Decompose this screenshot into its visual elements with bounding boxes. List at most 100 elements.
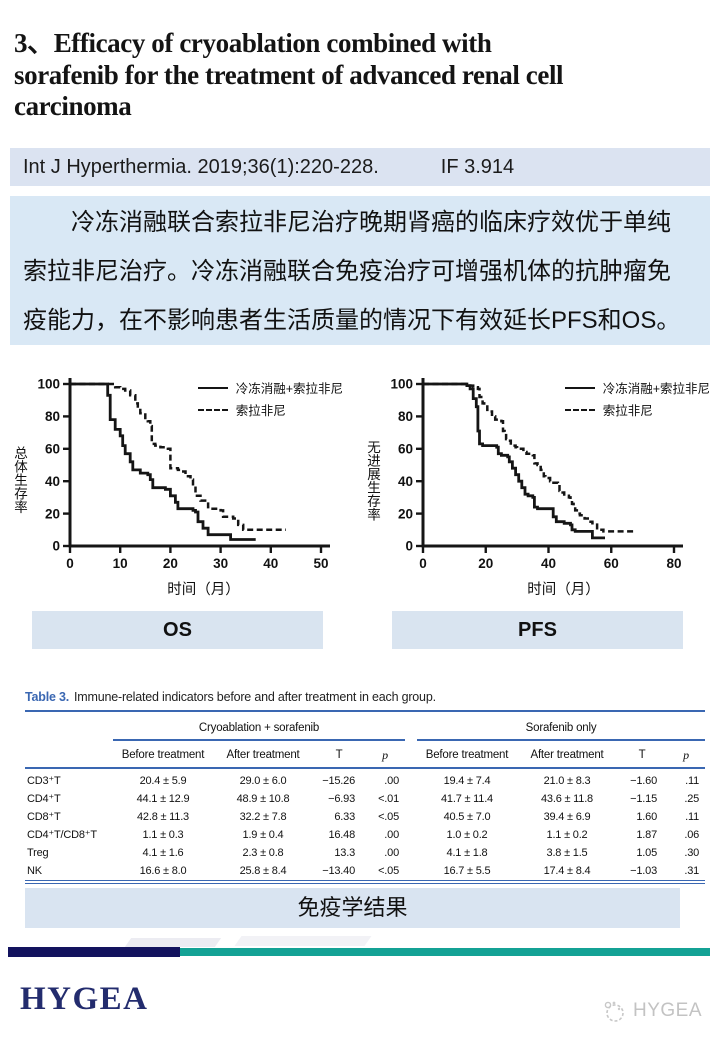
table-cell: −15.26 xyxy=(322,775,355,787)
os-caption-bar: OS xyxy=(32,611,323,649)
table-group-header-row: Cryoablation + sorafenib Sorafenib only xyxy=(25,712,706,741)
col-header: p xyxy=(365,740,405,769)
table-row: CD3⁺T 20.4 ± 5.9 29.0 ± 6.0 −15.26 .00 19.4 ±… xyxy=(25,768,705,790)
os-chart: 总体生存率 0 20 40 60 80 100 0 10 20 30 40 50 冷冻消融+索拉非尼索… xyxy=(10,372,345,599)
table-cell: 40.5 ± 7.0 xyxy=(443,811,491,823)
table-row: NK 16.6 ± 8.0 25.8 ± 8.4 −13.40 <.05 16.7 ± 5… xyxy=(25,862,705,882)
group-header-sorafenib: Sorafenib only xyxy=(417,712,706,741)
col-header: Before treatment xyxy=(417,740,517,769)
table-cell: 32.2 ± 7.8 xyxy=(239,811,287,823)
tick-label: 60 xyxy=(398,442,413,457)
solid-line-sample xyxy=(197,386,228,389)
table-cell: .31 xyxy=(684,865,700,877)
table-cell: 16.6 ± 8.0 xyxy=(139,865,187,877)
immunology-caption-bar: 免疫学结果 xyxy=(25,888,680,928)
table-cell: 48.9 ± 10.8 xyxy=(236,793,290,805)
legend-label: 索拉非尼 xyxy=(602,404,653,418)
citation-text: Int J Hyperthermia. 2019;36(1):220-228. xyxy=(23,155,379,178)
table-cell: .00 xyxy=(384,775,399,787)
pfs-y-axis-label: 无进展生存率 xyxy=(365,439,380,521)
table-cell: −1.03 xyxy=(630,865,657,877)
divider-teal-segment xyxy=(180,948,710,956)
table-title: Table 3. Immune-related indicators before… xyxy=(25,690,705,712)
legend-label: 索拉非尼 xyxy=(235,404,286,418)
tick-label: 40 xyxy=(263,556,278,571)
table-cell: 4.1 ± 1.8 xyxy=(446,847,488,859)
tick-label: 40 xyxy=(45,474,60,489)
table-cell xyxy=(405,862,417,882)
table-cell: −6.93 xyxy=(328,793,355,805)
solid-line-sample xyxy=(564,386,595,389)
tick-label: 0 xyxy=(405,539,413,554)
footer-ghost-shape xyxy=(124,938,222,947)
table-cell: −1.60 xyxy=(630,775,657,787)
summary-box: 冷冻消融联合索拉非尼治疗晚期肾癌的临床疗效优于单纯 索拉非尼治疗。冷冻消融联合免… xyxy=(10,196,710,345)
table-cell xyxy=(405,768,417,790)
table-cell: .11 xyxy=(685,775,700,787)
os-chart-panel: 总体生存率 0 20 40 60 80 100 0 10 20 30 40 50 冷冻消融+索拉非尼索… xyxy=(10,372,345,649)
table-row: CD4⁺T/CD8⁺T 1.1 ± 0.3 1.9 ± 0.4 16.48 .00 1.0… xyxy=(25,826,705,844)
legend-item: 索拉非尼 xyxy=(564,400,710,419)
divider-navy-segment xyxy=(8,947,180,957)
table-cell: <.05 xyxy=(378,811,399,823)
km-curve-dashed xyxy=(423,382,634,533)
table-row: CD4⁺T 44.1 ± 12.9 48.9 ± 10.8 −6.93 <.01 41.7… xyxy=(25,790,705,808)
os-plot-area: 0 20 40 60 80 100 0 10 20 30 40 50 冷冻消融+索拉非尼 索拉非尼 时间… xyxy=(28,372,345,599)
km-curve-dashed xyxy=(70,382,286,532)
table-cell: CD4⁺T/CD8⁺T xyxy=(27,829,97,841)
table-cell: 42.8 ± 11.3 xyxy=(137,811,189,823)
table-cell: Treg xyxy=(27,847,49,859)
table-row: Treg 4.1 ± 1.6 2.3 ± 0.8 13.3 .00 4.1 ± 1.8 3.… xyxy=(25,844,705,862)
table-cell xyxy=(405,808,417,826)
pfs-km-plot: 0 20 40 60 80 100 0 20 40 60 80 xyxy=(390,377,683,571)
tick-label: 50 xyxy=(313,556,328,571)
table-cell: 19.4 ± 7.4 xyxy=(443,775,491,787)
col-header: After treatment xyxy=(213,740,313,769)
table-cell: <.05 xyxy=(378,865,399,877)
table-cell: .30 xyxy=(684,847,700,859)
watermark-logo-icon xyxy=(604,1001,624,1022)
charts-row: 总体生存率 0 20 40 60 80 100 0 10 20 30 40 50 冷冻消融+索拉非尼索… xyxy=(10,372,712,649)
tick-label: 10 xyxy=(113,556,128,571)
tick-label: 20 xyxy=(398,506,413,521)
table-cell xyxy=(405,844,417,862)
tick-label: 0 xyxy=(66,556,74,571)
os-chart-legend: 冷冻消融+索拉非尼 索拉非尼 xyxy=(197,378,343,422)
dashed-line-sample xyxy=(564,408,595,411)
table-cell: 3.8 ± 1.5 xyxy=(546,847,588,859)
impact-factor: IF 3.914 xyxy=(440,155,515,178)
hygea-logo: HYGEA xyxy=(20,981,149,1017)
hygea-watermark: HYGEA xyxy=(601,998,702,1024)
table-cell: 13.3 xyxy=(334,847,355,859)
os-y-axis-label: 总体生存率 xyxy=(12,446,27,514)
legend-label: 冷冻消融+索拉非尼 xyxy=(602,382,710,396)
col-header: After treatment xyxy=(517,740,617,769)
table-cell: 39.4 ± 6.9 xyxy=(543,811,591,823)
table-cell: .00 xyxy=(384,847,399,859)
table-cell xyxy=(405,790,417,808)
table-number: Table 3. xyxy=(25,690,70,704)
table-cell: CD4⁺T xyxy=(27,793,61,805)
tick-label: 80 xyxy=(398,409,413,424)
col-header: p xyxy=(667,740,706,769)
footer-divider xyxy=(8,947,710,957)
table-cell: .25 xyxy=(684,793,700,805)
table-cell: 1.1 ± 0.3 xyxy=(142,829,184,841)
table-cell: 16.48 xyxy=(328,829,355,841)
table-cell: 1.9 ± 0.4 xyxy=(242,829,284,841)
legend-item: 索拉非尼 xyxy=(197,400,343,419)
km-curve-solid xyxy=(423,382,605,540)
legend-label: 冷冻消融+索拉非尼 xyxy=(235,382,343,396)
table-cell: NK xyxy=(27,865,42,877)
col-header: T xyxy=(617,740,667,769)
table-cell: 21.0 ± 8.3 xyxy=(543,775,591,787)
table-cell: 29.0 ± 6.0 xyxy=(239,775,287,787)
pfs-chart: 无进展生存率 0 20 40 60 80 100 0 20 40 60 80 冷冻消融+索拉非尼 索拉… xyxy=(363,372,712,599)
table-cell: 1.0 ± 0.2 xyxy=(446,829,488,841)
pfs-chart-panel: 无进展生存率 0 20 40 60 80 100 0 20 40 60 80 冷冻消融+索拉非尼 索拉… xyxy=(363,372,712,649)
table-cell: 20.4 ± 5.9 xyxy=(139,775,187,787)
table-cell: 1.05 xyxy=(636,847,657,859)
tick-label: 0 xyxy=(419,556,427,571)
pfs-chart-legend: 冷冻消融+索拉非尼 索拉非尼 xyxy=(564,378,710,422)
